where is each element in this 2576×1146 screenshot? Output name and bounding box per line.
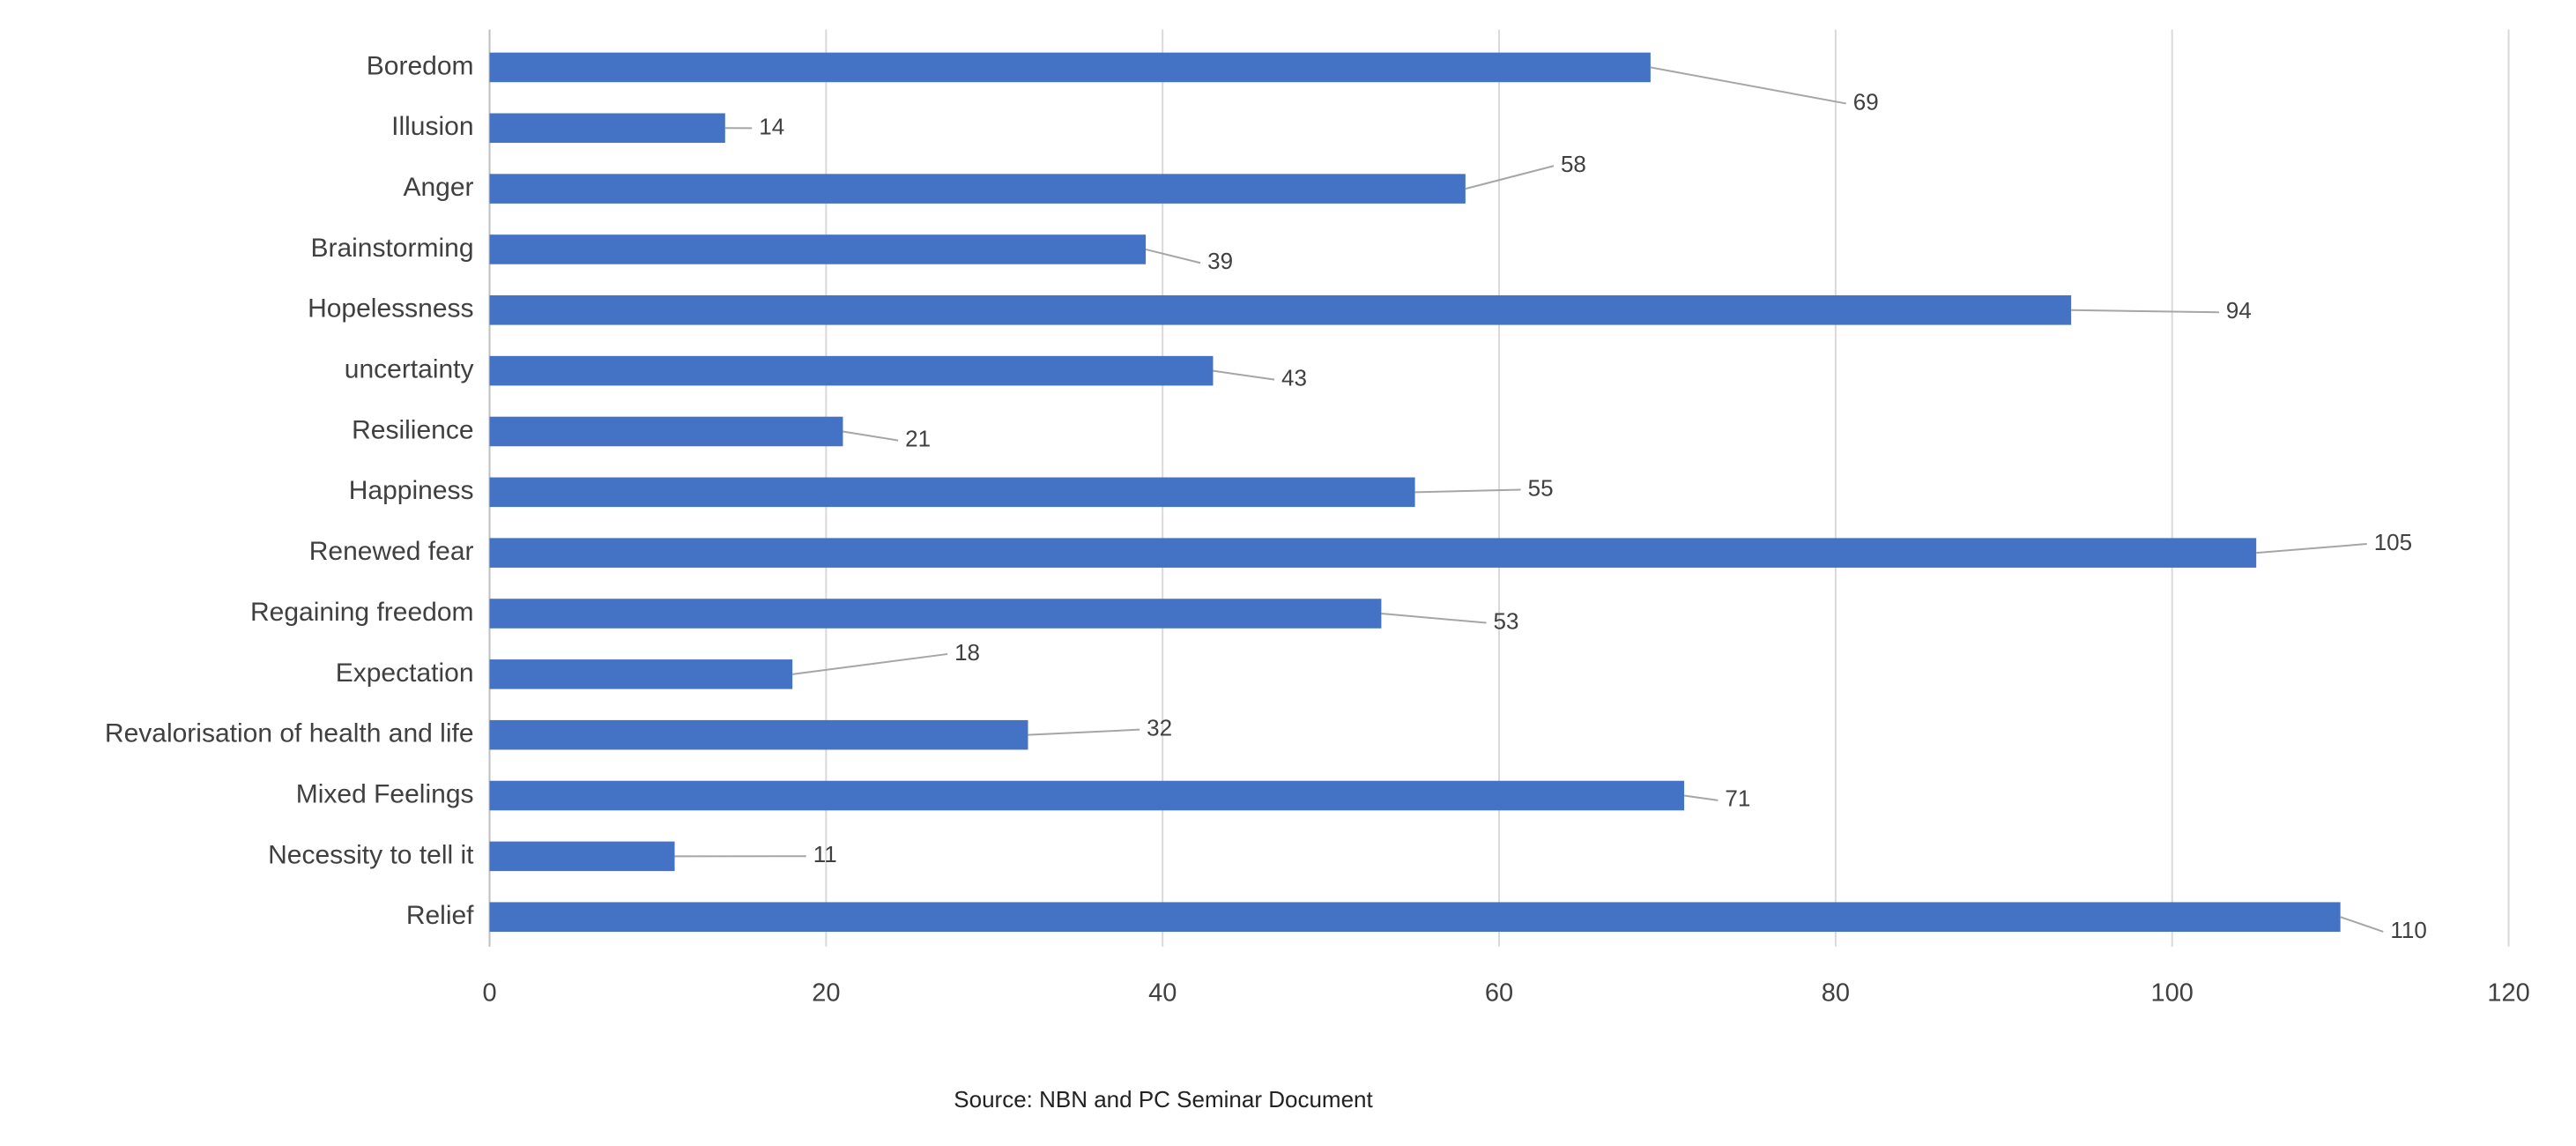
data-label: 43 bbox=[1281, 364, 1307, 391]
x-tick-label: 80 bbox=[1822, 979, 1850, 1007]
x-tick-label: 40 bbox=[1148, 979, 1177, 1007]
leader-line bbox=[1381, 613, 1487, 624]
bar bbox=[489, 295, 2072, 325]
bar bbox=[489, 477, 1415, 508]
data-label: 71 bbox=[1725, 785, 1750, 812]
y-tick-label: Happiness bbox=[349, 476, 474, 505]
leader-line bbox=[1414, 488, 1521, 494]
bar bbox=[489, 174, 1466, 204]
y-tick-label: Regaining freedom bbox=[250, 598, 474, 627]
bar bbox=[489, 659, 793, 689]
leader-line bbox=[1683, 794, 1719, 801]
bar bbox=[489, 719, 1028, 750]
data-label: 18 bbox=[954, 639, 980, 666]
y-tick-label: uncertainty bbox=[345, 355, 474, 384]
data-label: 11 bbox=[813, 841, 837, 867]
y-tick-label: Revalorisation of health and life bbox=[105, 719, 474, 748]
leader-line bbox=[1145, 248, 1201, 264]
data-label: 21 bbox=[905, 425, 931, 451]
y-tick-label: Relief bbox=[406, 901, 474, 930]
data-label: 58 bbox=[1561, 151, 1586, 177]
bar bbox=[489, 355, 1214, 386]
y-tick-label: Anger bbox=[403, 173, 473, 202]
leader-line bbox=[1028, 728, 1140, 736]
leader-line bbox=[2340, 916, 2384, 933]
bar bbox=[489, 416, 843, 447]
y-tick-label: Resilience bbox=[352, 415, 473, 444]
leader-line bbox=[2256, 543, 2367, 554]
leader-line bbox=[1650, 66, 1846, 105]
data-label: 69 bbox=[1853, 88, 1879, 115]
leader-line bbox=[843, 430, 899, 442]
x-tick-label: 20 bbox=[812, 979, 840, 1007]
leader-line bbox=[1465, 165, 1555, 190]
y-tick-label: Necessity to tell it bbox=[268, 840, 474, 869]
bar bbox=[489, 780, 1685, 811]
x-tick-label: 60 bbox=[1485, 979, 1513, 1007]
source-note: Source: NBN and PC Seminar Document bbox=[954, 1086, 1373, 1113]
bar bbox=[489, 52, 1651, 83]
bar bbox=[489, 902, 2341, 932]
y-tick-label: Hopelessness bbox=[308, 294, 473, 324]
y-tick-label: Renewed fear bbox=[309, 537, 474, 566]
data-label: 32 bbox=[1147, 715, 1172, 741]
bar bbox=[489, 538, 2257, 568]
leader-line bbox=[2071, 309, 2219, 314]
y-tick-label: Boredom bbox=[367, 51, 474, 80]
x-tick-label: 120 bbox=[2487, 979, 2529, 1007]
data-label: 55 bbox=[1528, 474, 1554, 501]
bar bbox=[489, 841, 675, 872]
x-tick-label: 0 bbox=[482, 979, 496, 1007]
bar bbox=[489, 599, 1382, 629]
y-tick-label: Brainstorming bbox=[310, 234, 473, 263]
data-label: 94 bbox=[2226, 297, 2252, 324]
y-tick-label: Illusion bbox=[391, 112, 473, 141]
x-tick-label: 100 bbox=[2151, 979, 2194, 1007]
y-tick-label: Mixed Feelings bbox=[296, 779, 474, 808]
data-label: 105 bbox=[2374, 529, 2412, 555]
data-label: 39 bbox=[1207, 248, 1233, 274]
bar bbox=[489, 234, 1147, 264]
data-label: 14 bbox=[759, 113, 784, 139]
leader-line bbox=[1213, 369, 1275, 381]
leader-line bbox=[792, 652, 948, 675]
bar bbox=[489, 113, 725, 144]
y-tick-label: Expectation bbox=[336, 659, 474, 688]
data-label: 53 bbox=[1494, 607, 1519, 634]
data-label: 110 bbox=[2390, 917, 2426, 943]
